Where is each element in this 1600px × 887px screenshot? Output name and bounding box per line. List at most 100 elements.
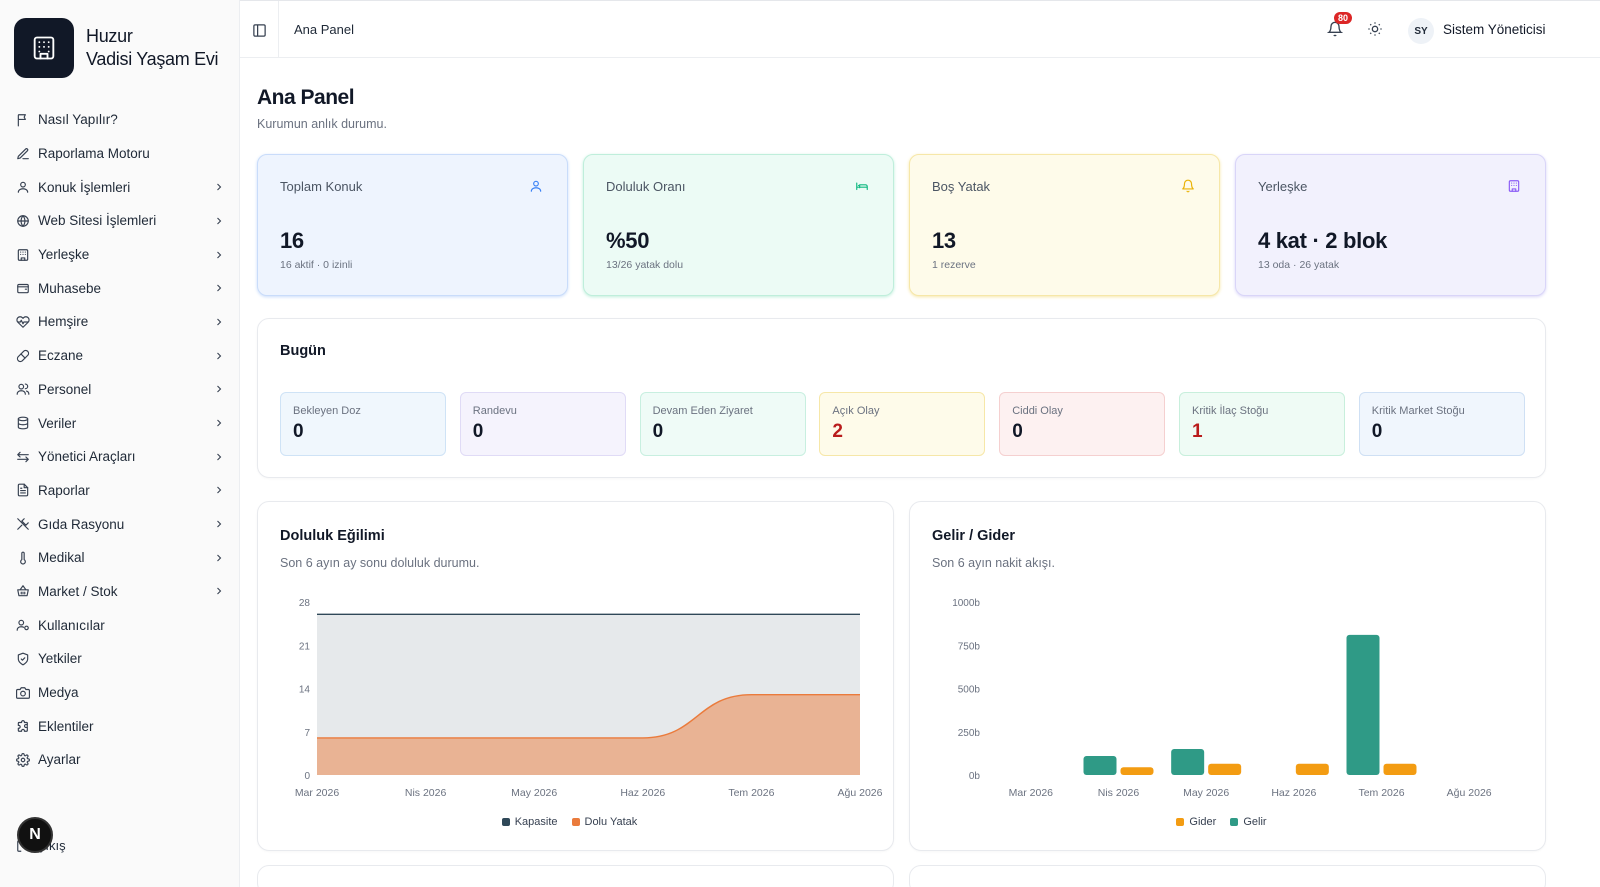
sidebar-item-ayarlar[interactable]: Ayarlar [10, 743, 232, 777]
sidebar-item-muhasebe[interactable]: Muhasebe [10, 271, 232, 305]
occupancy-legend: Kapasite Dolu Yatak [258, 816, 895, 828]
chevron-right-icon [212, 483, 226, 497]
camera-icon [16, 686, 30, 700]
sidebar-item-market-stok[interactable]: Market / Stok [10, 575, 232, 609]
sidebar-item-medya[interactable]: Medya [10, 676, 232, 710]
database-icon [16, 416, 30, 430]
today-metric[interactable]: Ciddi Olay 0 [999, 392, 1166, 456]
avatar[interactable]: SY [1408, 18, 1434, 44]
x-tick-label: Haz 2026 [620, 787, 665, 799]
finance-chart: 0b 250b 500b 750b 1000b Mar 2026 Nis 2026 May 2… [952, 598, 1492, 799]
today-metric[interactable]: Kritik İlaç Stoğu 1 [1179, 392, 1345, 456]
legend-item[interactable]: Gelir [1230, 816, 1267, 828]
today-metric[interactable]: Bekleyen Doz 0 [280, 392, 446, 456]
globe-icon [16, 214, 30, 228]
x-tick-label: Mar 2026 [1009, 787, 1054, 799]
gear-icon [16, 752, 30, 767]
y-tick-label: 750b [958, 641, 981, 652]
legend-swatch [501, 818, 510, 826]
user-icon [16, 180, 30, 194]
income-bar [1083, 755, 1117, 775]
today-metric[interactable]: Açık Olay 2 [819, 392, 986, 456]
sidebar-item-label: Veriler [38, 415, 77, 431]
theme-toggle-sun-icon[interactable] [1367, 21, 1385, 39]
flag-icon [16, 113, 30, 127]
today-metric[interactable]: Devam Eden Ziyaret 0 [639, 392, 806, 456]
stat-subtext: 1 rezerve [932, 259, 976, 271]
sidebar-toggle-icon[interactable] [250, 21, 268, 39]
chevron-right-icon [212, 180, 226, 194]
sidebar-item-yönetici-araçları[interactable]: Yönetici Araçları [10, 440, 232, 474]
metric-value: 0 [1012, 421, 1023, 442]
today-metric[interactable]: Kritik Market Stoğu 0 [1358, 392, 1525, 456]
legend-label: Dolu Yatak [584, 816, 638, 828]
building-icon [1507, 179, 1523, 195]
stat-card[interactable]: Doluluk Oranı %50 13/26 yatak dolu [583, 154, 894, 296]
legend-item[interactable]: Dolu Yatak [571, 816, 638, 828]
x-tick-label: Mar 2026 [295, 787, 340, 799]
edit-icon [16, 147, 30, 161]
heart-pulse-icon [16, 315, 30, 329]
y-tick-label: 500b [958, 685, 981, 696]
legend-label: Gelir [1243, 816, 1267, 828]
chevron-right-icon [212, 214, 226, 228]
income-bar [1171, 749, 1205, 775]
sidebar-item-yerleşke[interactable]: Yerleşke [10, 238, 232, 272]
sidebar-item-nasıl-yapılır-[interactable]: Nasıl Yapılır? [10, 103, 232, 137]
sidebar-item-veriler[interactable]: Veriler [10, 406, 232, 440]
sidebar-item-label: Eczane [38, 348, 84, 364]
sidebar-item-raporlama-motoru[interactable]: Raporlama Motoru [10, 137, 232, 171]
puzzle-icon [16, 719, 30, 733]
legend-item[interactable]: Kapasite [501, 816, 558, 828]
dev-indicator-badge[interactable]: N [17, 817, 53, 853]
wallet-icon [16, 281, 30, 295]
y-tick-label: 21 [299, 641, 311, 652]
x-tick-label: Tem 2026 [728, 787, 774, 799]
sidebar-item-label: Ayarlar [38, 752, 81, 768]
finance-title: Gelir / Gider [932, 528, 1015, 544]
stat-subtext: 16 aktif · 0 izinli [280, 259, 353, 271]
building-logo-icon [14, 18, 74, 78]
x-tick-label: May 2026 [1183, 787, 1229, 799]
sidebar-item-raporlar[interactable]: Raporlar [10, 474, 232, 508]
sidebar-item-web-sitesi-i-şlemleri[interactable]: Web Sitesi İşlemleri [10, 204, 232, 238]
stat-value: 16 [280, 228, 304, 253]
notification-bell-icon[interactable] [1326, 21, 1345, 39]
sidebar-item-kullanıcılar[interactable]: Kullanıcılar [10, 608, 232, 642]
sidebar-item-personel[interactable]: Personel [10, 373, 232, 407]
today-metric[interactable]: Randevu 0 [459, 392, 626, 456]
today-card: Bugün Bekleyen Doz 0 Randevu 0 Devam Eden Zi… [257, 318, 1546, 478]
brand[interactable]: Huzur Vadisi Yaşam Evi [14, 18, 219, 78]
sidebar-item-eklentiler[interactable]: Eklentiler [10, 709, 232, 743]
sidebar-nav: Nasıl Yapılır? Raporlama Motoru Konuk İşle… [10, 103, 232, 777]
stat-card[interactable]: Yerleşke 4 kat · 2 blok 13 oda · 26 yatak [1235, 154, 1546, 296]
finance-subtitle: Son 6 ayın nakit akışı. [932, 556, 1055, 570]
metric-value: 0 [652, 421, 664, 442]
today-title: Bugün [280, 343, 326, 359]
sidebar-item-label: Nasıl Yapılır? [38, 112, 118, 128]
chevron-right-icon [212, 349, 226, 363]
x-tick-label: Haz 2026 [1271, 787, 1316, 799]
occupancy-subtitle: Son 6 ayın ay sonu doluluk durumu. [280, 556, 480, 570]
x-tick-label: Nis 2026 [405, 787, 447, 799]
sidebar-item-medikal[interactable]: Medikal [10, 541, 232, 575]
sidebar-item-hemşire[interactable]: Hemşire [10, 305, 232, 339]
sidebar-item-label: Muhasebe [38, 280, 102, 296]
stat-card[interactable]: Toplam Konuk 16 16 aktif · 0 izinli [257, 154, 568, 296]
occupancy-chart: 0 7 14 21 28 Mar 2026 Nis 2026 May 2026 Haz 2026… [295, 598, 883, 799]
stat-card[interactable]: Boş Yatak 13 1 rezerve [909, 154, 1220, 296]
bed-icon [855, 179, 871, 195]
sidebar-item-eczane[interactable]: Eczane [10, 339, 232, 373]
legend-label: Gider [1189, 816, 1217, 828]
sidebar-item-gıda-rasyonu[interactable]: Gıda Rasyonu [10, 507, 232, 541]
legend-swatch [1230, 818, 1239, 826]
user-name[interactable]: Sistem Yöneticisi [1443, 22, 1546, 37]
sidebar-item-label: Raporlama Motoru [38, 146, 150, 162]
legend-item[interactable]: Gider [1176, 816, 1216, 828]
chevron-right-icon [212, 551, 226, 565]
finance-card: Gelir / Gider Son 6 ayın nakit akışı. 0b… [909, 501, 1546, 851]
sidebar-item-label: Konuk İşlemleri [38, 179, 131, 195]
sidebar-item-konuk-i-şlemleri[interactable]: Konuk İşlemleri [10, 170, 232, 204]
sidebar-item-yetkiler[interactable]: Yetkiler [10, 642, 232, 676]
metric-value: 0 [1371, 421, 1383, 442]
